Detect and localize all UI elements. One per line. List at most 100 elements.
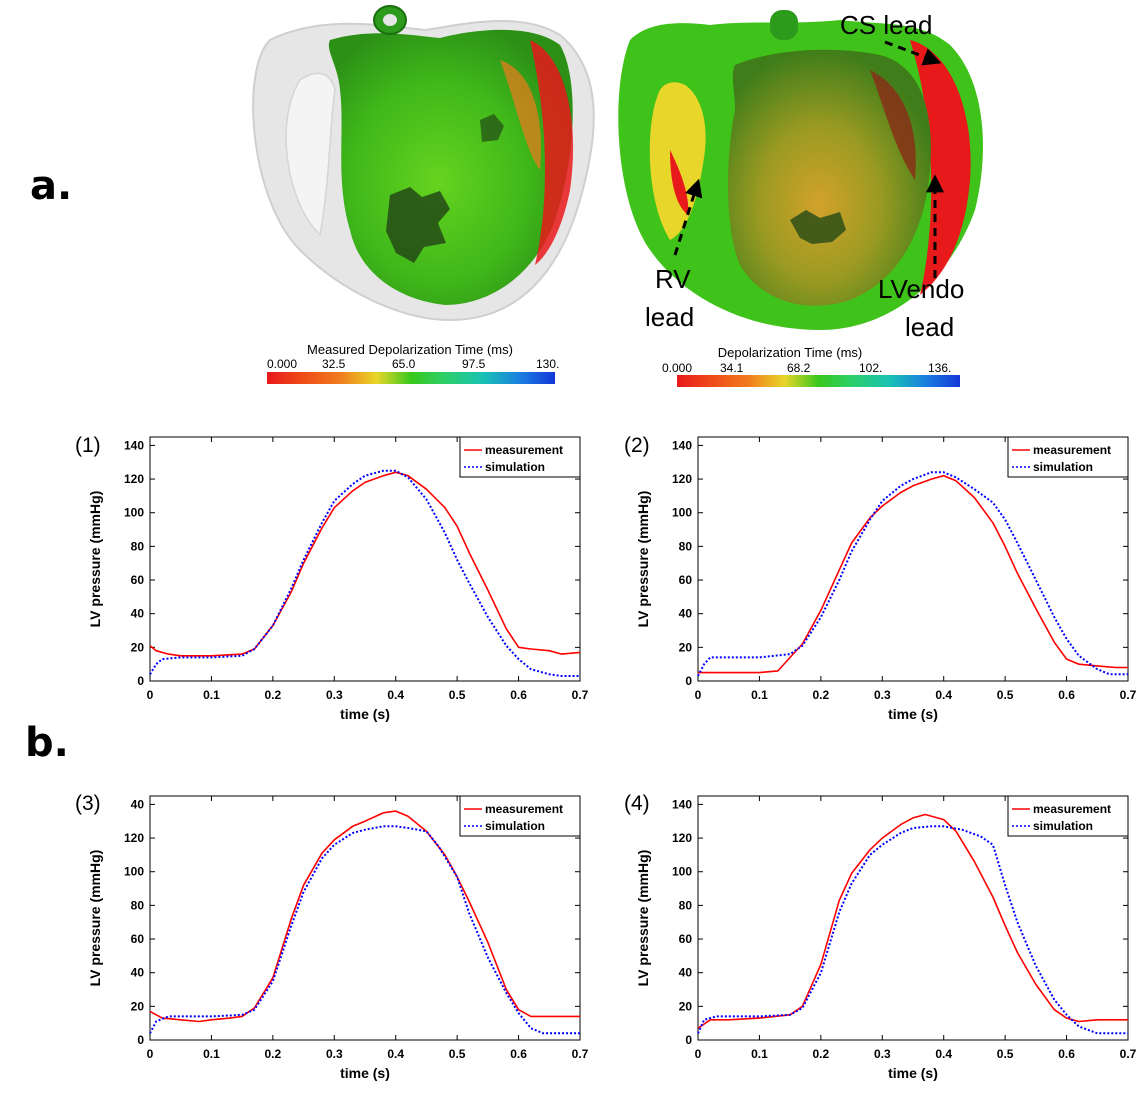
left-heart (252, 5, 595, 322)
y-tick-label: 100 (672, 865, 692, 879)
y-tick-label: 0 (685, 1033, 692, 1047)
y-tick-label: 80 (679, 898, 693, 912)
legend-label-measurement: measurement (485, 443, 563, 457)
lv-pressure-chart-3: 0 0.1 0.2 0.3 0.4 0.5 0.6 0.7 0 20 40 60 80 100 120 40 t… (87, 795, 589, 1081)
x-tick-label: 0.3 (874, 688, 891, 702)
x-tick-label: 0.7 (1120, 688, 1137, 702)
y-tick-label: 80 (679, 539, 693, 553)
x-axis-label: time (s) (340, 706, 390, 722)
y-tick-label: 120 (124, 472, 144, 486)
heart-renderings: CS lead RV lead LVendo lead Measured Dep… (252, 5, 983, 387)
legend-box (1007, 795, 1129, 837)
x-tick-label: 0.4 (935, 1047, 952, 1061)
legend-label-simulation: simulation (1033, 460, 1093, 474)
y-tick-label: 0 (137, 674, 144, 688)
y-tick-label: 100 (124, 865, 144, 879)
x-tick-label: 0.6 (510, 1047, 527, 1061)
y-tick-label: 140 (124, 438, 144, 452)
plot-frame (149, 795, 581, 1041)
x-axis-label: time (s) (888, 1065, 938, 1081)
x-tick-label: 0 (695, 1047, 702, 1061)
right-heart (618, 10, 983, 330)
left-colorbar-tick: 32.5 (322, 357, 346, 371)
cs-lead-label: CS lead (840, 10, 933, 40)
legend-box (459, 436, 581, 478)
lv-pressure-chart-4: 0 0.1 0.2 0.3 0.4 0.5 0.6 0.7 0 20 40 60 80 100 120 140… (635, 795, 1137, 1081)
legend-label-measurement: measurement (1033, 802, 1111, 816)
x-tick-label: 0.6 (510, 688, 527, 702)
rv-lead-label-line2: lead (645, 302, 694, 332)
lvendo-lead-label-line1: LVendo (878, 274, 964, 304)
x-tick-label: 0.1 (751, 688, 768, 702)
panel-label-a: a. (30, 163, 73, 209)
y-tick-label: 60 (131, 573, 145, 587)
legend-label-simulation: simulation (485, 460, 545, 474)
x-tick-label: 0.4 (935, 688, 952, 702)
left-colorbar-tick: 0.000 (267, 357, 297, 371)
left-colorbar-tick: 97.5 (462, 357, 486, 371)
y-tick-label: 20 (679, 999, 693, 1013)
plot-frame (697, 795, 1129, 1041)
left-colorbar-ticks: 0.000 32.5 65.0 97.5 130. (267, 357, 559, 371)
x-tick-label: 0.3 (874, 1047, 891, 1061)
x-tick-label: 0.2 (813, 1047, 830, 1061)
x-tick-label: 0.7 (572, 688, 589, 702)
y-tick-label: 0 (685, 674, 692, 688)
y-tick-label: 20 (679, 640, 693, 654)
y-tick-label: 60 (131, 932, 145, 946)
x-tick-label: 0.1 (203, 1047, 220, 1061)
right-colorbar-tick: 136. (928, 361, 951, 375)
y-tick-label: 100 (124, 506, 144, 520)
y-tick-label: 40 (131, 797, 145, 811)
y-tick-label: 80 (131, 539, 145, 553)
x-tick-label: 0.5 (449, 1047, 466, 1061)
rv-lead-label-line1: RV (655, 264, 691, 294)
subplot-label-4: (4) (624, 792, 650, 815)
subplot-label-3: (3) (75, 792, 101, 815)
x-tick-label: 0.6 (1058, 688, 1075, 702)
legend-label-simulation: simulation (1033, 819, 1093, 833)
x-tick-label: 0.4 (387, 688, 404, 702)
x-tick-label: 0.5 (997, 688, 1014, 702)
x-tick-label: 0 (695, 688, 702, 702)
right-colorbar-tick: 34.1 (720, 361, 744, 375)
series-line-measurement (149, 471, 581, 657)
legend-box (1007, 436, 1129, 478)
y-tick-label: 120 (124, 831, 144, 845)
right-colorbar (677, 375, 960, 387)
left-colorbar-tick: 65.0 (392, 357, 416, 371)
x-tick-label: 0.5 (449, 688, 466, 702)
y-tick-label: 0 (137, 1033, 144, 1047)
panel-label-b: b. (25, 720, 69, 766)
y-tick-label: 80 (131, 898, 145, 912)
x-tick-label: 0 (147, 1047, 154, 1061)
series-line-measurement (697, 813, 1128, 1029)
y-tick-label: 60 (679, 573, 693, 587)
series-line-simulation (149, 469, 580, 677)
x-tick-label: 0.2 (813, 688, 830, 702)
x-tick-label: 0.7 (1120, 1047, 1137, 1061)
y-tick-label: 120 (672, 472, 692, 486)
lv-pressure-chart-2: 0 0.1 0.2 0.3 0.4 0.5 0.6 0.7 0 20 40 60 80 100 120 140… (635, 436, 1137, 722)
legend-label-measurement: measurement (485, 802, 563, 816)
cs-lead-arrow (884, 40, 942, 66)
left-colorbar-tick: 130. (536, 357, 559, 371)
y-tick-label: 100 (672, 506, 692, 520)
y-tick-label: 120 (672, 831, 692, 845)
left-colorbar-title: Measured Depolarization Time (ms) (307, 342, 513, 357)
left-colorbar (267, 372, 555, 384)
x-axis-label: time (s) (340, 1065, 390, 1081)
x-tick-label: 0.2 (265, 1047, 282, 1061)
series-line-simulation (697, 471, 1128, 677)
right-colorbar-tick: 68.2 (787, 361, 811, 375)
y-tick-label: 60 (679, 932, 693, 946)
series-line-measurement (149, 810, 580, 1023)
rv-lead-arrow (673, 178, 703, 256)
y-tick-label: 40 (131, 966, 145, 980)
y-tick-label: 40 (131, 607, 145, 621)
x-tick-label: 0.5 (997, 1047, 1014, 1061)
x-tick-label: 0.1 (203, 688, 220, 702)
x-tick-label: 0.3 (326, 1047, 343, 1061)
x-tick-label: 0.3 (326, 688, 343, 702)
legend-label-measurement: measurement (1033, 443, 1111, 457)
